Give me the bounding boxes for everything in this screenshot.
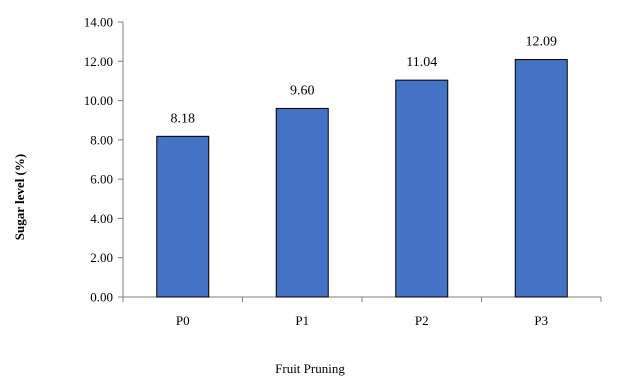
- x-axis: P0 P1 P2 P3: [122, 296, 602, 328]
- x-tick-label-p3: P3: [534, 313, 548, 328]
- data-labels: 8.18 9.60 11.04 12.09: [171, 35, 558, 127]
- y-axis-title: Sugar level (%): [12, 154, 27, 240]
- x-tick-label-p2: P2: [415, 313, 429, 328]
- x-tick-label-p1: P1: [295, 313, 309, 328]
- data-label-p2: 11.04: [406, 55, 437, 70]
- bar-p1: [275, 107, 329, 298]
- y-tick-label: 10.00: [84, 93, 113, 108]
- data-label-p3: 12.09: [526, 35, 558, 50]
- y-tick-label: 4.00: [90, 211, 113, 226]
- bar-p2: [395, 79, 449, 298]
- y-tick-label: 0.00: [90, 290, 113, 305]
- x-tick-label-p0: P0: [176, 313, 190, 328]
- y-axis: 0.00 2.00 4.00 6.00 8.00 10.00 12.00 14.00: [84, 15, 124, 305]
- bars: [156, 59, 568, 298]
- x-axis-title: Fruit Pruning: [275, 361, 345, 376]
- y-tick-label: 12.00: [84, 54, 113, 69]
- y-tick-label: 6.00: [90, 172, 113, 187]
- y-tick-label: 2.00: [90, 250, 113, 265]
- y-tick-label: 14.00: [84, 15, 113, 30]
- data-label-p1: 9.60: [290, 83, 315, 98]
- bar-p0: [156, 135, 210, 298]
- bar-p3: [514, 59, 568, 298]
- y-tick-label: 8.00: [90, 132, 113, 147]
- data-label-p0: 8.18: [171, 111, 196, 126]
